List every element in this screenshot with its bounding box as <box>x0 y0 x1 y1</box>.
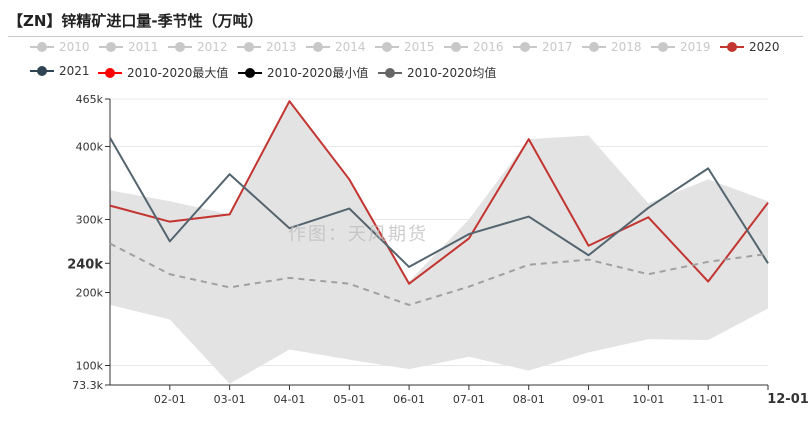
legend-item-2013[interactable]: 2013 <box>237 40 297 54</box>
x-tick-label: 06-01 <box>393 393 425 406</box>
legend-label: 2010-2020均值 <box>407 66 497 80</box>
legend-label: 2021 <box>59 64 90 78</box>
y-tick-label: 465k <box>76 93 104 106</box>
legend-item-2012[interactable]: 2012 <box>168 40 228 54</box>
legend-item-2018[interactable]: 2018 <box>582 40 642 54</box>
x-tick-label: 02-01 <box>154 393 186 406</box>
x-tick-label: 07-01 <box>453 393 485 406</box>
legend-marker-icon <box>582 41 606 53</box>
legend-item-2010[interactable]: 2010 <box>30 40 90 54</box>
legend-item-2019[interactable]: 2019 <box>651 40 711 54</box>
legend-label: 2011 <box>128 40 159 54</box>
legend-label: 2019 <box>680 40 711 54</box>
legend-item-2010-2020[interactable]: 2010-2020均值 <box>378 64 496 81</box>
x-tick-label: 08-01 <box>513 393 545 406</box>
legend-marker-icon <box>238 67 262 79</box>
legend-label: 2013 <box>266 40 297 54</box>
x-tick-label: 09-01 <box>573 393 605 406</box>
chart-title: 【ZN】锌精矿进口量-季节性（万吨） <box>8 12 263 30</box>
legend-label: 2017 <box>542 40 573 54</box>
legend-marker-icon <box>378 67 402 79</box>
legend-label: 2016 <box>473 40 504 54</box>
legend-item-2014[interactable]: 2014 <box>306 40 366 54</box>
y-tick-label: 400k <box>76 140 104 153</box>
x-tick-label: 04-01 <box>273 393 305 406</box>
y-tick-label: 300k <box>76 213 104 226</box>
x-tick-label: 10-01 <box>632 393 664 406</box>
legend-item-2021[interactable]: 2021 <box>30 64 90 78</box>
legend-marker-icon <box>99 41 123 53</box>
legend-item-2015[interactable]: 2015 <box>375 40 435 54</box>
legend-marker-icon <box>375 41 399 53</box>
y-tick-label: 73.3k <box>72 379 103 392</box>
legend-label: 2020 <box>749 40 780 54</box>
legend-marker-icon <box>30 65 54 77</box>
x-tick-label: 11-01 <box>692 393 724 406</box>
legend-label: 2015 <box>404 40 435 54</box>
legend-item-2020[interactable]: 2020 <box>720 40 780 54</box>
legend-marker-icon <box>513 41 537 53</box>
legend-item-2010-2020[interactable]: 2010-2020最小值 <box>238 64 368 81</box>
legend-item-2010-2020[interactable]: 2010-2020最大值 <box>98 64 228 81</box>
legend-marker-icon <box>651 41 675 53</box>
x-tick-label: 05-01 <box>333 393 365 406</box>
legend-marker-icon <box>168 41 192 53</box>
legend-label: 2010-2020最大值 <box>127 66 229 80</box>
title-divider <box>8 36 803 37</box>
watermark: 作图：天风期货 <box>288 224 428 245</box>
x-tick-label: 03-01 <box>214 393 246 406</box>
legend-item-2016[interactable]: 2016 <box>444 40 504 54</box>
legend-marker-icon <box>720 41 744 53</box>
y-tick-label: 100k <box>76 360 104 373</box>
legend-marker-icon <box>237 41 261 53</box>
legend-label: 2018 <box>611 40 642 54</box>
legend-label: 2012 <box>197 40 228 54</box>
legend-marker-icon <box>30 41 54 53</box>
series-line-2020 <box>109 100 769 285</box>
legend-item-2011[interactable]: 2011 <box>99 40 159 54</box>
y-tick-label: 200k <box>76 286 104 299</box>
x-tick-label: 12-01 <box>767 392 809 407</box>
legend-marker-icon <box>98 67 122 79</box>
min-max-band <box>110 101 768 384</box>
legend-label: 2010 <box>59 40 90 54</box>
y-pointer-label: 240k <box>67 257 103 272</box>
series-line-2021 <box>109 137 769 268</box>
legend-marker-icon <box>444 41 468 53</box>
legend-marker-icon <box>306 41 330 53</box>
legend-label: 2014 <box>335 40 366 54</box>
series-line-2010-2020 <box>109 242 769 306</box>
legend-label: 2010-2020最小值 <box>267 66 369 80</box>
legend-item-2017[interactable]: 2017 <box>513 40 573 54</box>
